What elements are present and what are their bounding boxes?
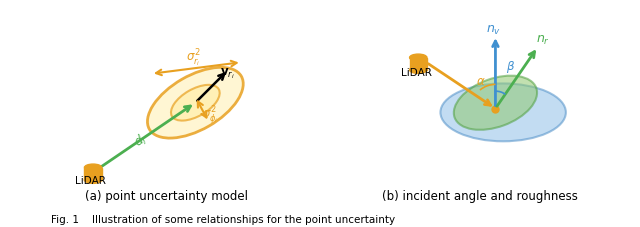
Ellipse shape xyxy=(410,67,427,73)
Ellipse shape xyxy=(454,76,537,130)
Text: $n_r$: $n_r$ xyxy=(536,34,550,47)
Text: $\beta$: $\beta$ xyxy=(506,59,515,75)
Text: LiDAR: LiDAR xyxy=(401,68,432,78)
Ellipse shape xyxy=(147,67,243,138)
FancyBboxPatch shape xyxy=(410,58,427,70)
FancyBboxPatch shape xyxy=(84,168,102,180)
Text: $n_v$: $n_v$ xyxy=(486,24,501,37)
Ellipse shape xyxy=(440,83,566,141)
Text: $d_i$: $d_i$ xyxy=(132,131,151,151)
Ellipse shape xyxy=(171,85,220,121)
Ellipse shape xyxy=(410,54,427,61)
Text: $\sigma_{\phi_i}^2$: $\sigma_{\phi_i}^2$ xyxy=(202,104,218,126)
Text: $\mathbf{v}_{r_i}$: $\mathbf{v}_{r_i}$ xyxy=(220,67,235,81)
Text: (b) incident angle and roughness: (b) incident angle and roughness xyxy=(382,190,578,203)
Ellipse shape xyxy=(84,176,102,183)
Text: $\sigma_{r_i}^2$: $\sigma_{r_i}^2$ xyxy=(186,47,200,69)
Text: LiDAR: LiDAR xyxy=(75,176,106,186)
Text: (a) point uncertainty model: (a) point uncertainty model xyxy=(85,190,248,203)
Ellipse shape xyxy=(84,164,102,171)
Text: $\alpha$: $\alpha$ xyxy=(476,75,486,88)
Text: Fig. 1    Illustration of some relationships for the point uncertainty: Fig. 1 Illustration of some relationship… xyxy=(51,215,396,225)
